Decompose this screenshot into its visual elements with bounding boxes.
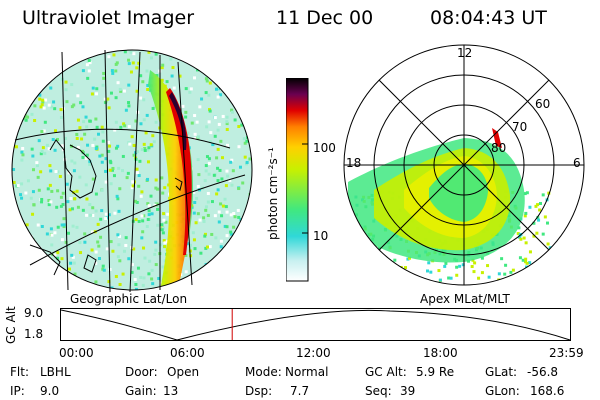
coastlines xyxy=(29,139,183,276)
colorbar-tick-10: 10 xyxy=(313,229,329,243)
mlt-label-12: 12 xyxy=(457,46,473,60)
altitude-ytick-top: 9.0 xyxy=(24,306,44,320)
xtick-1800: 18:00 xyxy=(423,346,458,360)
mlt-label-6: 6 xyxy=(573,156,581,170)
status-dsp-label: Dsp: xyxy=(245,384,273,398)
status-flt-label: Flt: xyxy=(10,365,29,379)
polar-plot xyxy=(343,44,585,286)
xtick-0600: 06:00 xyxy=(170,346,205,360)
altitude-ylabel: GC Alt xyxy=(4,306,18,344)
status-seq-value: 39 xyxy=(400,384,416,398)
altitude-ytick-bottom: 1.8 xyxy=(24,327,44,341)
polar-grid xyxy=(343,44,585,286)
status-gcalt-value: 5.9 Re xyxy=(416,365,455,379)
xtick-2359: 23:59 xyxy=(549,346,584,360)
xtick-0000: 00:00 xyxy=(59,346,94,360)
lat-label-60: 60 xyxy=(535,97,551,111)
header-date: 11 Dec 00 xyxy=(276,7,374,29)
mlt-label-18: 18 xyxy=(346,156,362,170)
geographic-grid xyxy=(14,49,246,293)
polar-caption: Apex MLat/MLT xyxy=(420,292,510,306)
status-ip-label: IP: xyxy=(10,384,25,398)
geographic-caption: Geographic Lat/Lon xyxy=(70,292,188,306)
status-seq-label: Seq: xyxy=(365,384,392,398)
geographic-limb xyxy=(11,49,253,291)
geographic-disk xyxy=(12,50,252,290)
colorbar xyxy=(286,78,309,282)
altitude-strip-plot xyxy=(60,308,571,341)
status-glon-label: GLon: xyxy=(485,384,520,398)
status-flt-value: LBHL xyxy=(40,365,71,379)
altitude-curve xyxy=(60,309,571,341)
status-gain-value: 13 xyxy=(163,384,179,398)
xtick-1200: 12:00 xyxy=(296,346,331,360)
status-mode-value: Normal xyxy=(285,365,329,379)
colorbar-unit-label: photon cm⁻²s⁻¹ xyxy=(266,147,280,240)
lat-label-70: 70 xyxy=(512,120,528,134)
header-time: 08:04:43 UT xyxy=(430,7,547,29)
status-glat-value: -56.8 xyxy=(527,365,559,379)
geographic-image xyxy=(11,49,253,293)
status-door-label: Door: xyxy=(125,365,158,379)
status-glat-label: GLat: xyxy=(485,365,518,379)
status-glon-value: 168.6 xyxy=(530,384,565,398)
status-mode-label: Mode: xyxy=(245,365,282,379)
status-gcalt-label: GC Alt: xyxy=(365,365,407,379)
lat-label-80: 80 xyxy=(491,141,507,155)
status-dsp-value: 7.7 xyxy=(290,384,310,398)
status-ip-value: 9.0 xyxy=(40,384,60,398)
colorbar-tick-100: 100 xyxy=(313,141,336,155)
status-gain-label: Gain: xyxy=(125,384,157,398)
instrument-title: Ultraviolet Imager xyxy=(22,7,195,29)
status-door-value: Open xyxy=(167,365,200,379)
